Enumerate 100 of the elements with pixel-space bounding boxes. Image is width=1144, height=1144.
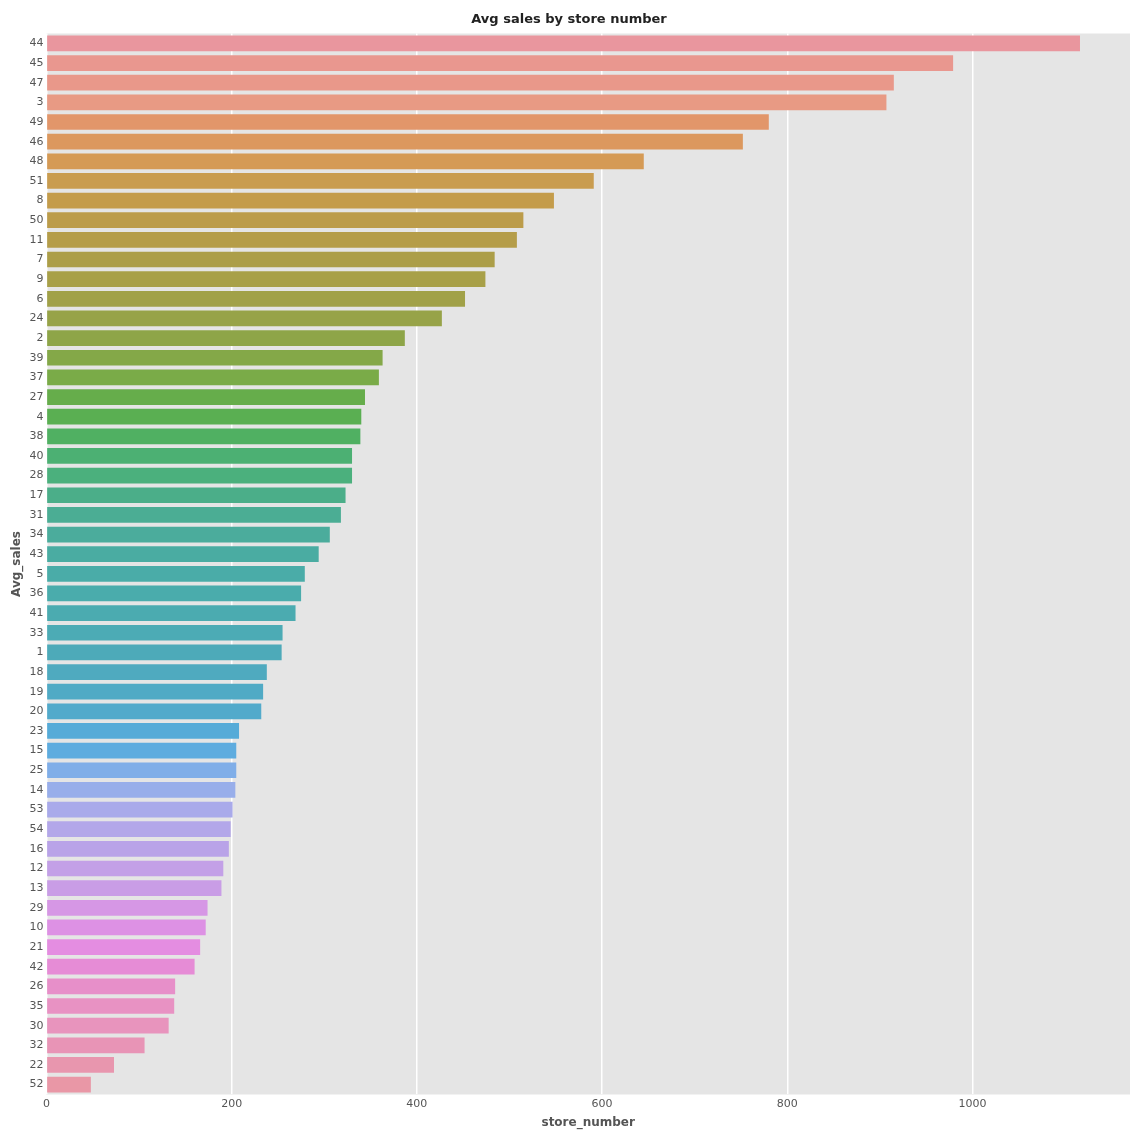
y-tick-label: 30 (29, 1018, 44, 1032)
y-tick-label: 47 (29, 75, 44, 89)
x-axis-title: store_number (541, 1114, 635, 1130)
bar (47, 369, 379, 386)
y-tick-label: 16 (29, 841, 44, 855)
bar (47, 782, 236, 798)
bar (47, 762, 237, 779)
bar (47, 173, 594, 189)
x-tick-label: 800 (776, 1096, 798, 1110)
x-tick-label: 400 (406, 1096, 428, 1110)
y-tick-label: 19 (29, 684, 44, 698)
y-tick-label: 26 (29, 979, 44, 993)
bar (47, 742, 237, 759)
bar (47, 487, 346, 504)
y-tick-label: 38 (29, 429, 44, 443)
y-tick-label: 45 (29, 55, 44, 69)
y-tick-label: 41 (29, 605, 44, 619)
bar (47, 703, 262, 720)
y-tick-label: 22 (29, 1057, 44, 1071)
y-tick-label: 39 (29, 350, 44, 364)
bar (47, 998, 175, 1014)
y-tick-label: 36 (29, 586, 44, 600)
bar (47, 860, 224, 877)
bar (47, 919, 206, 936)
y-tick-label: 18 (29, 664, 44, 678)
y-tick-label: 15 (29, 743, 44, 757)
bar (47, 565, 305, 582)
bar (47, 389, 365, 405)
y-tick-label: 31 (29, 507, 44, 521)
bar (47, 585, 302, 602)
y-axis-title: Avg_sales (9, 531, 25, 597)
y-tick-label: 5 (36, 566, 44, 580)
y-tick-label: 10 (29, 920, 44, 934)
y-tick-label: 23 (29, 723, 44, 737)
y-tick-label: 13 (29, 880, 44, 894)
y-tick-label: 20 (29, 704, 44, 718)
y-tick-label: 1 (36, 645, 44, 659)
y-tick-label: 8 (36, 193, 44, 207)
y-tick-label: 54 (29, 822, 44, 836)
y-tick-label: 11 (29, 232, 44, 246)
bar (47, 978, 176, 995)
bar (47, 55, 954, 71)
y-tick-label: 3 (36, 95, 44, 109)
bar (47, 1057, 115, 1073)
bar (47, 644, 282, 661)
y-tick-label: 35 (29, 998, 44, 1012)
y-tick-label: 29 (29, 900, 44, 914)
bar (47, 526, 330, 543)
y-tick-label: 2 (36, 330, 44, 344)
y-tick-label: 48 (29, 154, 44, 168)
y-tick-label: 33 (29, 625, 44, 639)
y-tick-label: 17 (29, 488, 44, 502)
bar (47, 74, 894, 91)
bar (47, 939, 201, 955)
y-tick-label: 21 (29, 939, 44, 953)
bar (47, 801, 233, 818)
bar (47, 192, 554, 209)
bar (47, 428, 361, 445)
bar (47, 271, 486, 288)
y-tick-label: 44 (29, 36, 44, 50)
bar (47, 507, 341, 523)
y-tick-label: 42 (29, 959, 44, 973)
x-tick-label: 0 (42, 1096, 50, 1110)
x-tick-label: 200 (221, 1096, 243, 1110)
bar (47, 349, 383, 366)
bar (47, 448, 353, 464)
bar (47, 35, 1080, 52)
bar (47, 1037, 145, 1054)
y-tick-label: 34 (29, 527, 44, 541)
bar (47, 958, 195, 975)
bar (47, 408, 362, 425)
bar (47, 467, 353, 484)
y-tick-label: 46 (29, 134, 44, 148)
bar (47, 330, 405, 346)
y-tick-label: 37 (29, 370, 44, 384)
y-tick-label: 28 (29, 468, 44, 482)
y-tick-label: 40 (29, 448, 44, 462)
bar (47, 723, 240, 739)
y-tick-label: 24 (29, 311, 44, 325)
y-tick-label: 4 (36, 409, 44, 423)
y-tick-label: 49 (29, 114, 44, 128)
y-tick-label: 27 (29, 389, 44, 403)
bar (47, 1076, 91, 1093)
y-tick-label: 25 (29, 763, 44, 777)
bar (47, 880, 222, 896)
y-tick-label: 12 (29, 861, 44, 875)
bar (47, 546, 319, 563)
bar (47, 664, 267, 680)
bar (47, 310, 442, 327)
bar (47, 251, 495, 268)
y-tick-label: 51 (29, 173, 44, 187)
y-tick-label: 53 (29, 802, 44, 816)
bar (47, 94, 887, 111)
x-tick-label: 600 (591, 1096, 613, 1110)
bar (47, 1017, 169, 1034)
bar (47, 212, 524, 229)
y-tick-label: 9 (36, 272, 44, 286)
bar (47, 290, 466, 307)
bar (47, 840, 229, 857)
bar (47, 232, 517, 248)
